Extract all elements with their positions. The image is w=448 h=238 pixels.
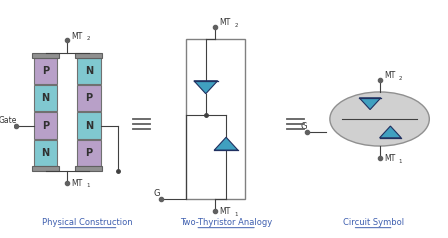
Bar: [77, 140, 101, 166]
Bar: [75, 53, 103, 58]
Text: N: N: [85, 66, 93, 76]
Text: P: P: [42, 66, 49, 76]
Text: MT: MT: [220, 18, 231, 27]
Text: P: P: [85, 148, 92, 158]
Polygon shape: [379, 126, 401, 138]
Bar: [77, 85, 101, 111]
Text: MT: MT: [72, 179, 83, 188]
Bar: [77, 112, 101, 139]
Text: 2: 2: [234, 23, 238, 28]
Polygon shape: [194, 81, 218, 94]
Bar: [32, 166, 59, 171]
Text: 2: 2: [86, 36, 90, 41]
Bar: [34, 58, 57, 84]
Text: MT: MT: [384, 154, 395, 163]
Text: G: G: [301, 122, 307, 131]
Bar: [77, 58, 101, 84]
Bar: [34, 140, 57, 166]
Text: N: N: [42, 148, 50, 158]
Text: 2: 2: [399, 76, 402, 81]
Bar: [34, 85, 57, 111]
Bar: [186, 39, 245, 199]
Text: P: P: [42, 121, 49, 131]
Text: P: P: [85, 93, 92, 103]
Text: N: N: [42, 93, 50, 103]
Text: 1: 1: [86, 183, 90, 188]
Text: MT: MT: [72, 32, 83, 40]
Bar: [34, 112, 57, 139]
Text: N: N: [85, 121, 93, 131]
Text: 1: 1: [399, 159, 402, 164]
Polygon shape: [359, 98, 381, 109]
Text: Two-Thyristor Analogy: Two-Thyristor Analogy: [180, 218, 272, 227]
Text: MT: MT: [384, 71, 395, 80]
Text: G: G: [153, 189, 159, 198]
Text: MT: MT: [220, 207, 231, 216]
Text: Circuit Symbol: Circuit Symbol: [343, 218, 404, 227]
Text: 1: 1: [234, 212, 238, 217]
Bar: [75, 166, 103, 171]
Text: Physical Construction: Physical Construction: [43, 218, 133, 227]
Circle shape: [330, 92, 429, 146]
Bar: [32, 53, 59, 58]
Text: Gate: Gate: [0, 116, 17, 125]
Polygon shape: [214, 137, 238, 150]
